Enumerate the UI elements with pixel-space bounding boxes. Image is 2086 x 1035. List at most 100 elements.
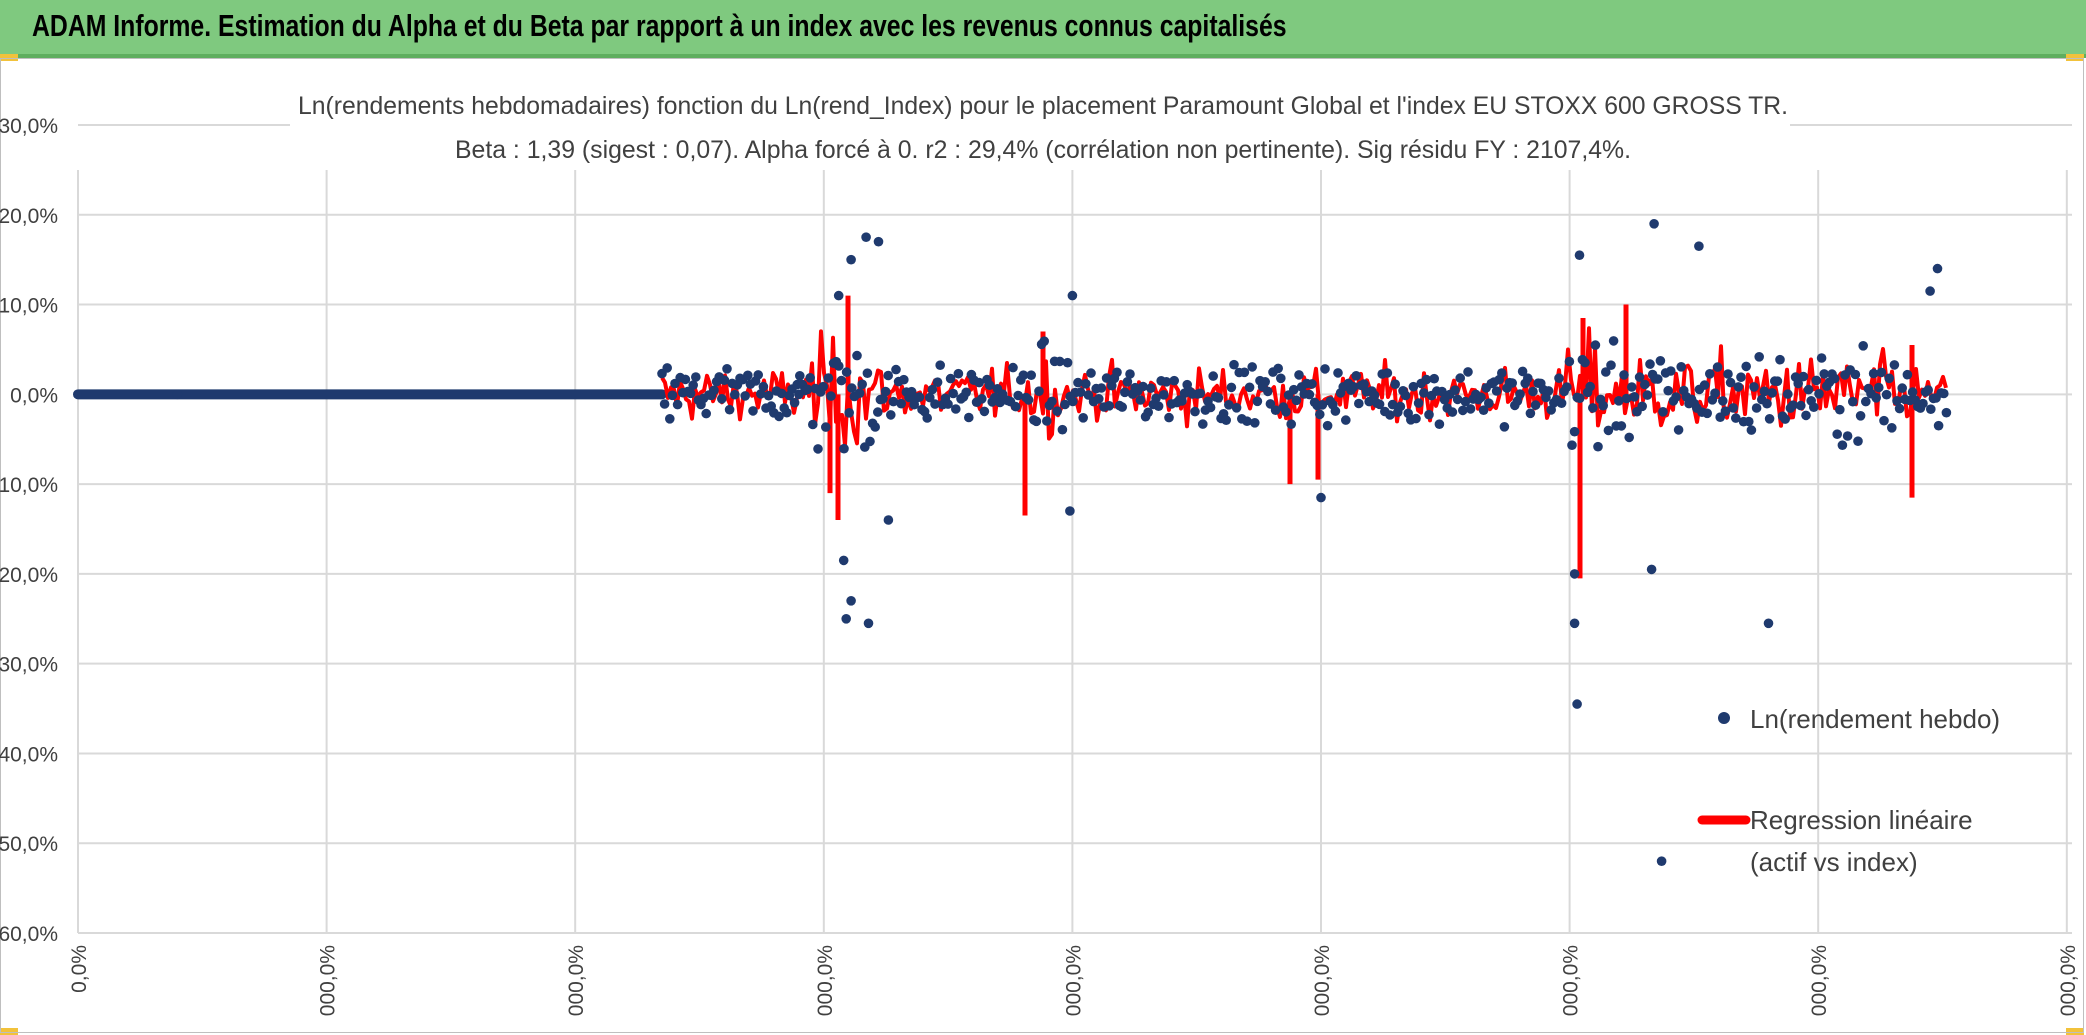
data-point (1892, 396, 1902, 406)
data-point (899, 374, 909, 385)
data-point (1122, 377, 1133, 387)
data-point (1699, 380, 1710, 390)
data-point (930, 399, 940, 409)
data-point (758, 381, 769, 392)
data-point (1315, 409, 1325, 420)
data-point (1749, 382, 1759, 392)
data-point (1588, 403, 1598, 413)
data-point (1354, 398, 1364, 409)
data-point (1408, 381, 1419, 392)
data-point (1385, 410, 1395, 420)
data-point (1104, 401, 1114, 411)
data-point (1837, 440, 1848, 451)
data-point (1525, 408, 1536, 419)
data-point (1026, 370, 1036, 381)
data-point (847, 383, 857, 393)
data-point (1364, 396, 1374, 407)
data-point (1671, 392, 1681, 402)
data-point (1590, 340, 1601, 350)
data-point (865, 436, 875, 447)
data-point (1939, 388, 1949, 399)
outlier-point (172, 389, 183, 400)
data-point (870, 422, 880, 432)
data-point (1562, 382, 1572, 392)
data-point (1593, 441, 1603, 452)
data-point (1031, 416, 1042, 427)
data-point (1796, 400, 1806, 411)
data-point (1629, 392, 1640, 402)
data-point (1603, 425, 1614, 436)
outlier-point (1574, 250, 1585, 260)
data-point (1640, 379, 1650, 390)
data-point (722, 364, 732, 374)
data-point (854, 388, 865, 399)
data-point (1798, 371, 1809, 382)
data-point (1523, 373, 1533, 384)
data-point (665, 414, 675, 424)
corner-marker-bottom-left (0, 1028, 18, 1035)
outlier-point (833, 290, 844, 301)
data-point (1465, 404, 1476, 414)
data-point (795, 371, 805, 381)
data-point (1816, 353, 1827, 363)
data-point (1653, 374, 1663, 384)
data-point (1567, 440, 1577, 451)
outlier-point (846, 254, 856, 265)
data-point (774, 411, 784, 422)
chart-frame (0, 58, 2084, 1033)
data-point (1663, 385, 1673, 396)
data-point (740, 391, 750, 401)
data-point (1057, 424, 1068, 435)
data-point (1008, 362, 1018, 373)
data-point (1801, 410, 1811, 421)
data-point (1213, 393, 1224, 403)
data-point (1926, 404, 1936, 415)
data-point (1478, 405, 1489, 416)
data-point (948, 388, 958, 399)
data-point (1861, 396, 1871, 407)
x-tick-label: 000,0% (1311, 945, 1334, 1016)
data-point (1458, 405, 1468, 416)
data-point (974, 377, 984, 388)
data-point (1060, 399, 1070, 410)
legend: Ln(rendement hebdo) Regression linéaire … (1697, 704, 2000, 877)
data-point (1447, 407, 1458, 417)
data-point (883, 370, 893, 381)
data-point (1452, 394, 1463, 405)
outlier-point (883, 515, 894, 525)
data-point (1294, 370, 1304, 380)
data-point (1575, 393, 1585, 404)
data-point (925, 392, 935, 403)
x-tick-label: 000,0% (1062, 945, 1085, 1016)
data-point (1263, 386, 1273, 397)
data-point (1369, 390, 1380, 401)
data-point (1814, 389, 1824, 399)
data-point (1884, 373, 1894, 384)
data-point (1705, 369, 1715, 379)
data-point (1759, 386, 1770, 397)
data-point (1515, 389, 1525, 399)
data-point (1855, 411, 1866, 421)
regression-series (660, 295, 1948, 579)
data-point (1762, 398, 1772, 409)
data-point (1055, 356, 1065, 367)
outlier-point (1569, 569, 1580, 579)
data-point (886, 410, 896, 420)
data-point (823, 373, 834, 383)
data-point (1359, 379, 1369, 389)
data-point (1374, 399, 1385, 410)
data-point (1242, 416, 1252, 427)
data-point (662, 363, 672, 373)
data-point (1463, 367, 1473, 377)
data-point (1198, 419, 1208, 429)
data-point (1351, 371, 1361, 381)
x-tick-label: 000,0% (317, 945, 340, 1016)
data-point (753, 370, 763, 380)
data-point (1772, 376, 1783, 387)
data-point (1710, 388, 1720, 399)
data-point (839, 443, 849, 454)
data-point (1718, 396, 1728, 406)
header-bar: ADAM Informe. Estimation du Alpha et du … (0, 0, 2086, 58)
data-point (1879, 415, 1889, 426)
data-point (1164, 412, 1174, 423)
